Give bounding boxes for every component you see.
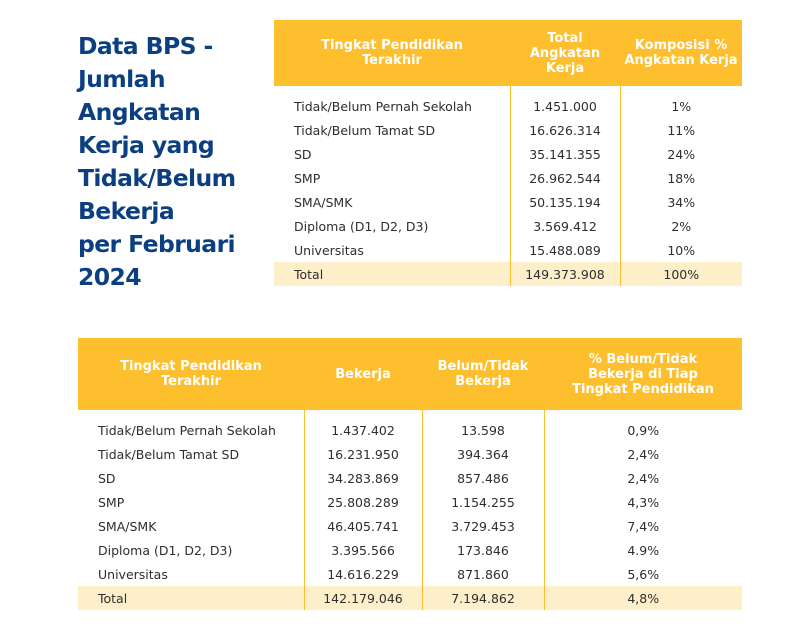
table-cell: SD	[98, 470, 116, 486]
table-cell: Total	[78, 586, 304, 610]
page-title: Data BPS - Jumlah Angkatan Kerja yang Ti…	[78, 30, 268, 294]
table-row: SMA/SMK 50.135.194 34%	[274, 190, 742, 214]
table-row: SMP 25.808.289 1.154.255 4,3%	[78, 490, 742, 514]
table-cell: 15.488.089	[509, 238, 620, 262]
table-cell: Tidak/Belum Pernah Sekolah	[98, 422, 276, 438]
title-line: Bekerja	[78, 197, 175, 225]
table-cell: Universitas	[294, 242, 364, 258]
table-cell: 16.231.950	[303, 442, 422, 466]
table-cell: 173.846	[421, 538, 544, 562]
table-row: Universitas 15.488.089 10%	[274, 238, 742, 262]
table-cell: Diploma (D1, D2, D3)	[98, 542, 233, 558]
table-cell: 26.962.544	[509, 166, 620, 190]
table-cell: 16.626.314	[509, 118, 620, 142]
table-cell: 14.616.229	[303, 562, 422, 586]
table-cell: 1%	[619, 94, 742, 118]
table-row: Diploma (D1, D2, D3) 3.395.566 173.846 4.9%	[78, 538, 742, 562]
table-cell: 2,4%	[543, 466, 742, 490]
table-row: Diploma (D1, D2, D3) 3.569.412 2%	[274, 214, 742, 238]
title-line: Kerja yang	[78, 131, 215, 159]
table-cell: 11%	[619, 118, 742, 142]
table-cell: 13.598	[421, 418, 544, 442]
table-cell: 3.395.566	[303, 538, 422, 562]
table-cell: 10%	[619, 238, 742, 262]
table-cell: SD	[294, 146, 312, 162]
title-line: Data BPS -	[78, 32, 213, 60]
table-cell: 5,6%	[543, 562, 742, 586]
table-cell: Total	[274, 262, 510, 286]
table-cell: 100%	[619, 262, 742, 286]
table-cell: 0,9%	[543, 418, 742, 442]
column-header: Komposisi % Angkatan Kerja	[620, 20, 742, 86]
table-row: Tidak/Belum Pernah Sekolah 1.451.000 1%	[274, 94, 742, 118]
table-cell: SMP	[98, 494, 125, 510]
table-cell: SMA/SMK	[98, 518, 157, 534]
column-header: Tingkat Pendidikan Terakhir	[78, 338, 304, 410]
title-line: Angkatan	[78, 98, 201, 126]
table-row: Universitas 14.616.229 871.860 5,6%	[78, 562, 742, 586]
table-cell: 25.808.289	[303, 490, 422, 514]
table-cell: 2%	[619, 214, 742, 238]
table-cell: Universitas	[98, 566, 168, 582]
table-cell: 24%	[619, 142, 742, 166]
table-row: SD 34.283.869 857.486 2,4%	[78, 466, 742, 490]
table-cell: SMP	[294, 170, 321, 186]
title-line: 2024	[78, 263, 142, 291]
table-row: SMP 26.962.544 18%	[274, 166, 742, 190]
table-cell: Diploma (D1, D2, D3)	[294, 218, 429, 234]
table-cell: 857.486	[421, 466, 544, 490]
table-cell: 35.141.355	[509, 142, 620, 166]
table-cell: 149.373.908	[509, 262, 620, 286]
column-header: Bekerja	[304, 338, 422, 410]
table-cell: 7.194.862	[421, 586, 544, 610]
table-cell: 3.569.412	[509, 214, 620, 238]
table-cell: Tidak/Belum Pernah Sekolah	[294, 98, 472, 114]
table-row: Tidak/Belum Pernah Sekolah 1.437.402 13.59…	[78, 418, 742, 442]
title-line: per Februari	[78, 230, 236, 258]
table-cell: 394.364	[421, 442, 544, 466]
table-row: Tidak/Belum Tamat SD 16.626.314 11%	[274, 118, 742, 142]
title-line: Jumlah	[78, 65, 166, 93]
table-row: SD 35.141.355 24%	[274, 142, 742, 166]
column-header: Tingkat Pendidikan Terakhir	[274, 20, 510, 86]
table-cell: 7,4%	[543, 514, 742, 538]
table-cell: 34.283.869	[303, 466, 422, 490]
table-header-row: Tingkat Pendidikan Terakhir Total Angkat…	[274, 20, 742, 86]
employment-status-table: Tingkat Pendidikan Terakhir Bekerja Belu…	[78, 338, 742, 610]
table-cell: 3.729.453	[421, 514, 544, 538]
column-header: Total Angkatan Kerja	[510, 20, 620, 86]
table-cell: 4,3%	[543, 490, 742, 514]
table-total-row: Total 149.373.908 100%	[274, 262, 742, 286]
table-header-row: Tingkat Pendidikan Terakhir Bekerja Belu…	[78, 338, 742, 410]
title-line: Tidak/Belum	[78, 164, 236, 192]
table-total-row: Total 142.179.046 7.194.862 4,8%	[78, 586, 742, 610]
table-cell: 2,4%	[543, 442, 742, 466]
table-cell: 4.9%	[543, 538, 742, 562]
labor-force-composition-table: Tingkat Pendidikan Terakhir Total Angkat…	[274, 20, 742, 286]
table-cell: 50.135.194	[509, 190, 620, 214]
table-cell: 1.451.000	[509, 94, 620, 118]
table-cell: Tidak/Belum Tamat SD	[294, 122, 436, 138]
table-cell: 1.154.255	[421, 490, 544, 514]
table-row: SMA/SMK 46.405.741 3.729.453 7,4%	[78, 514, 742, 538]
table-cell: 142.179.046	[303, 586, 422, 610]
table-cell: 46.405.741	[303, 514, 422, 538]
table-cell: SMA/SMK	[294, 194, 353, 210]
table-cell: 34%	[619, 190, 742, 214]
table-row: Tidak/Belum Tamat SD 16.231.950 394.364 2,4…	[78, 442, 742, 466]
table-cell: 871.860	[421, 562, 544, 586]
column-header: % Belum/Tidak Bekerja di Tiap Tingkat Pe…	[544, 338, 742, 410]
table-cell: 1.437.402	[303, 418, 422, 442]
table-cell: 18%	[619, 166, 742, 190]
table-cell: Tidak/Belum Tamat SD	[98, 446, 240, 462]
column-header: Belum/Tidak Bekerja	[422, 338, 544, 410]
table-cell: 4,8%	[543, 586, 742, 610]
